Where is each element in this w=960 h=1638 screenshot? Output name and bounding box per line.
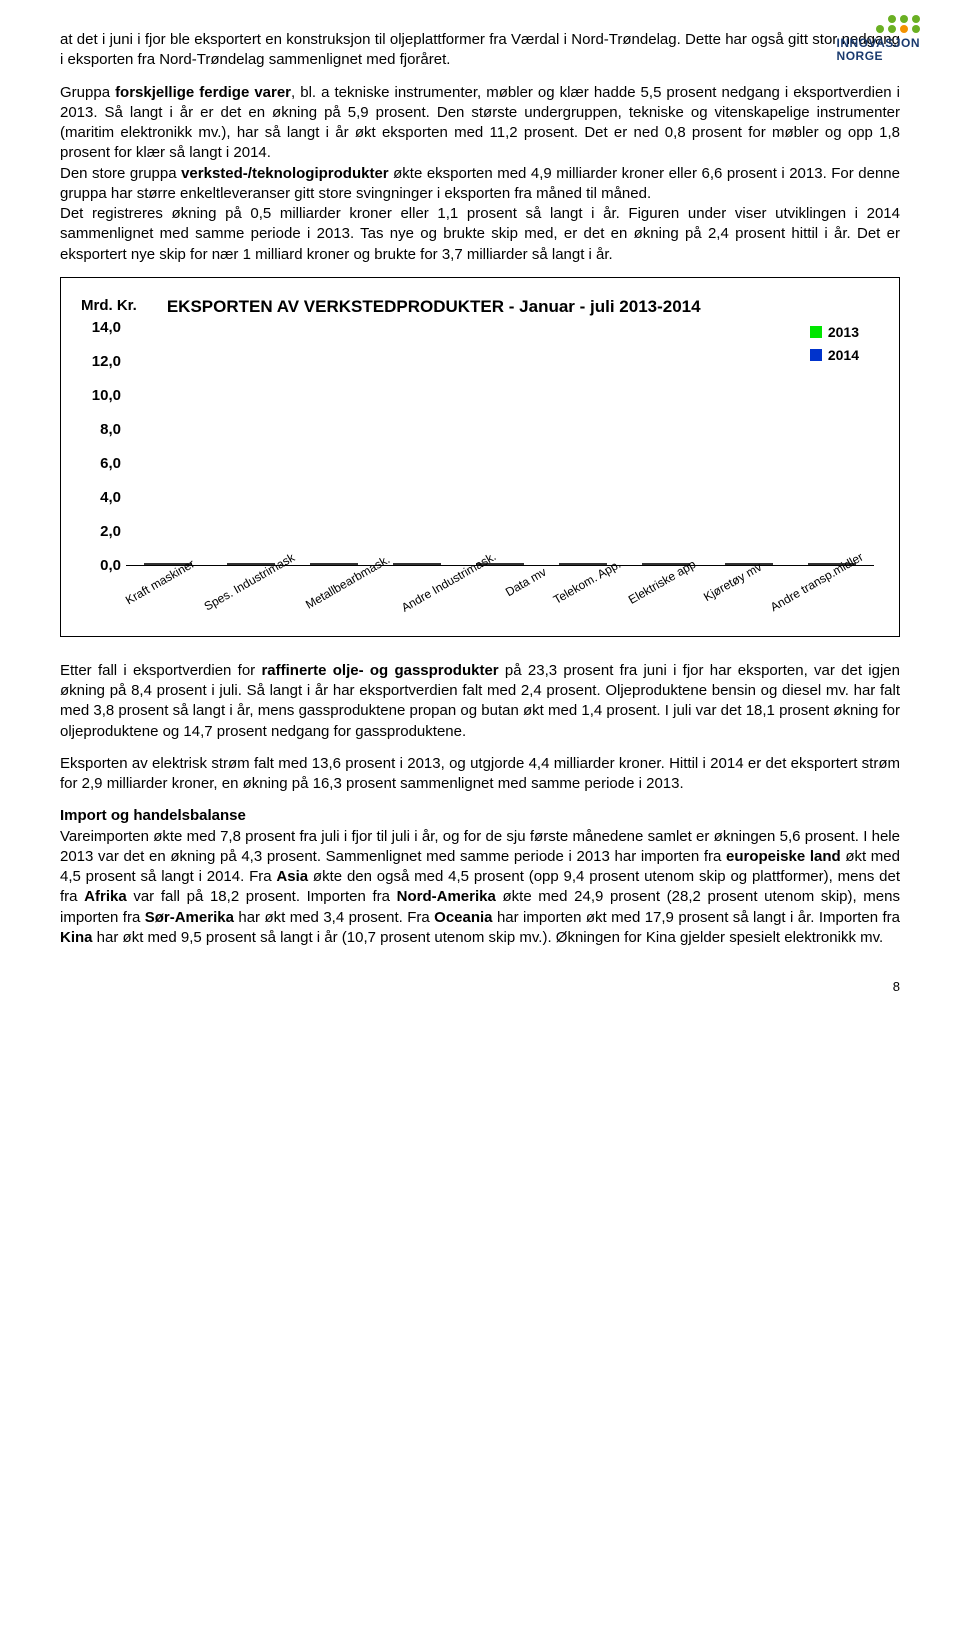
section-heading: Import og handelsbalanse [60,807,246,824]
y-tick: 10,0 [92,386,121,406]
paragraph-7: Import og handelsbalanse Vareimporten øk… [60,806,900,948]
bar [500,563,524,565]
chart-plot: Kraft maskinerSpes. IndustrimaskMetallbe… [126,328,874,566]
bar [334,563,358,565]
y-tick: 2,0 [100,522,121,542]
paragraph-1: at det i juni i fjor ble eksportert en k… [60,30,900,71]
logo-line2: NORGE [837,50,920,63]
bar [642,563,666,565]
y-tick: 12,0 [92,352,121,372]
y-tick: 14,0 [92,318,121,338]
bar [417,563,441,565]
paragraph-5: Etter fall i eksportverdien for raffiner… [60,661,900,742]
y-tick: 6,0 [100,454,121,474]
paragraph-6: Eksporten av elektrisk strøm falt med 13… [60,754,900,795]
bar [227,563,251,565]
bar [144,563,168,565]
chart-title: EKSPORTEN AV VERKSTEDPRODUKTER - Januar … [167,296,701,319]
y-tick: 0,0 [100,556,121,576]
page-number: 8 [60,978,900,996]
bar [310,563,334,565]
logo: INNOVASJON NORGE [837,15,920,63]
chart-y-unit: Mrd. Kr. [81,296,137,316]
paragraph-2: Gruppa forskjellige ferdige varer, bl. a… [60,83,900,265]
bar [393,563,417,565]
chart-y-axis: 14,012,010,08,06,04,02,00,0 [81,328,121,566]
bar [559,563,583,565]
x-label: Kjøretøy mv [700,559,764,605]
bar-chart: Mrd. Kr. EKSPORTEN AV VERKSTEDPRODUKTER … [60,277,900,637]
y-tick: 4,0 [100,488,121,508]
y-tick: 8,0 [100,420,121,440]
x-label: Data mv [501,563,550,601]
bar-group [126,563,209,565]
